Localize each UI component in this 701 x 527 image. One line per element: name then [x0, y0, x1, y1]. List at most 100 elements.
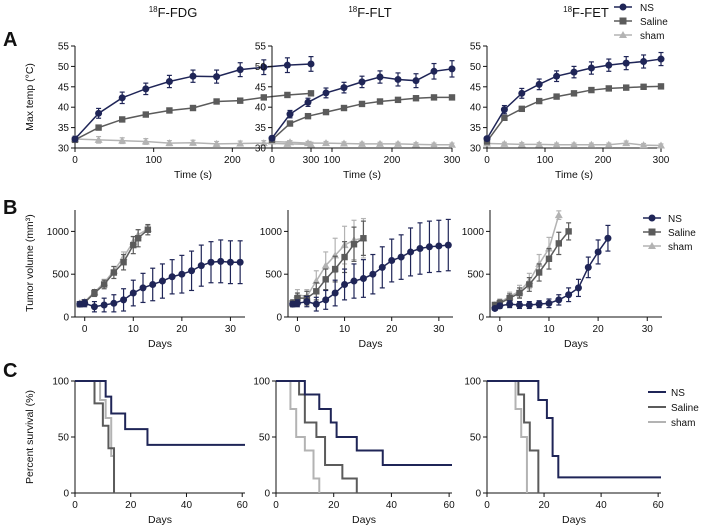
data-point-ns [304, 98, 312, 106]
data-point-ns [260, 63, 268, 71]
legend-a-sham-label: sham [640, 31, 664, 42]
data-point-saline [286, 120, 294, 127]
data-point-sham [500, 139, 509, 147]
legend-a-saline-label: Saline [640, 17, 668, 28]
data-point-saline [358, 100, 366, 108]
legend-b: NS Saline sham [643, 214, 696, 253]
data-point-saline [545, 255, 553, 262]
panel-label-b: B [3, 197, 17, 219]
y-tick-label: 0 [63, 313, 69, 324]
legend-b-saline-marker [648, 228, 656, 236]
data-point-saline [657, 83, 665, 90]
x-tick-label: 40 [181, 500, 193, 511]
x-tick-label: 30 [433, 324, 445, 335]
x-tick-label: 0 [72, 500, 78, 511]
legend-a-ns-label: NS [640, 3, 654, 14]
data-point-ns [378, 263, 386, 271]
legend-c-ns-label: NS [671, 388, 685, 399]
y-tick-label: 500 [467, 270, 484, 281]
y-tick-label: 30 [255, 144, 267, 155]
data-point-ns [110, 299, 118, 307]
data-point-saline [506, 294, 513, 302]
data-point-ns [350, 277, 358, 285]
data-point-ns [515, 301, 523, 309]
x-tick-label: 20 [125, 500, 137, 511]
x-axis-label: Days [564, 338, 588, 350]
survival-curve-saline [75, 380, 116, 493]
x-tick-label: 0 [72, 155, 78, 166]
column-title-fdg: 18F-FDG [149, 5, 198, 20]
data-point-sham [141, 137, 150, 145]
y-tick-label: 55 [58, 42, 70, 53]
data-point-ns [95, 109, 103, 117]
data-point-saline [501, 114, 508, 122]
legend-c-saline-label: Saline [671, 403, 699, 414]
x-tick-label: 0 [484, 500, 490, 511]
data-point-sham [118, 136, 127, 144]
y-axis-label: Tumor volume (mm³) [24, 214, 36, 312]
data-point-saline [100, 281, 108, 288]
data-point-ns [340, 84, 348, 92]
x-tick-label: 20 [328, 500, 340, 511]
chart-b1-fdg-tumor-volume: 0 10 20 30 0 500 1000 Days Tumor volume (mm³) [24, 210, 245, 350]
data-point-ns [142, 85, 150, 93]
y-tick-label: 55 [470, 42, 482, 53]
data-point-saline [516, 289, 523, 297]
y-tick-label: 1000 [462, 227, 485, 238]
data-point-ns [226, 258, 234, 266]
x-tick-label: 40 [386, 500, 398, 511]
data-point-saline [189, 104, 197, 112]
data-point-saline [526, 281, 533, 288]
data-point-ns [283, 61, 291, 69]
data-point-saline [565, 228, 572, 235]
y-tick-label: 500 [265, 270, 282, 281]
survival-curve-sham [276, 380, 321, 493]
data-point-ns [236, 66, 244, 74]
chart-b3-fet-tumor-volume: 0 10 20 30 0 500 1000 Days [462, 210, 662, 350]
data-point-saline [536, 97, 543, 105]
data-point-ns [197, 262, 205, 270]
data-point-ns [500, 106, 508, 114]
data-point-ns [286, 110, 294, 118]
data-point-saline [120, 259, 127, 266]
data-point-ns [307, 60, 315, 68]
data-point-saline [341, 253, 348, 261]
data-point-ns [303, 298, 311, 306]
x-tick-label: 100 [324, 155, 341, 166]
data-point-sham [535, 140, 544, 148]
data-point-ns [322, 296, 330, 304]
x-tick-label: 30 [225, 324, 237, 335]
data-point-ns [165, 77, 173, 85]
data-point-saline [331, 265, 339, 273]
data-point-ns [139, 284, 147, 292]
data-point-saline [294, 294, 301, 302]
data-point-ns [430, 67, 438, 75]
data-point-sham [94, 135, 103, 143]
survival-curve-ns [487, 380, 661, 479]
data-point-ns [594, 248, 602, 256]
data-point-saline [376, 98, 384, 105]
y-tick-label: 0 [475, 489, 481, 500]
data-point-ns [587, 64, 595, 72]
data-point-sham [552, 140, 561, 148]
data-point-ns [268, 134, 276, 142]
data-point-ns [213, 73, 221, 81]
y-tick-label: 55 [255, 42, 267, 53]
y-tick-label: 100 [52, 377, 69, 388]
legend-b-sham-label: sham [668, 242, 692, 253]
data-point-saline [142, 111, 149, 118]
data-point-ns [545, 299, 553, 307]
data-point-ns [640, 58, 648, 66]
data-point-saline [91, 289, 98, 297]
y-tick-label: 50 [255, 62, 267, 73]
data-point-saline [605, 85, 612, 92]
x-axis-label: Time (s) [174, 169, 212, 181]
y-axis-label: Max temp (°C) [24, 63, 36, 131]
legend-b-ns-label: NS [668, 214, 682, 225]
legend-b-saline-label: Saline [668, 228, 696, 239]
data-point-ns [397, 253, 405, 261]
data-point-saline [350, 241, 358, 248]
x-axis-label: Days [148, 338, 172, 350]
data-point-saline [119, 116, 126, 123]
data-point-ns [120, 296, 128, 304]
